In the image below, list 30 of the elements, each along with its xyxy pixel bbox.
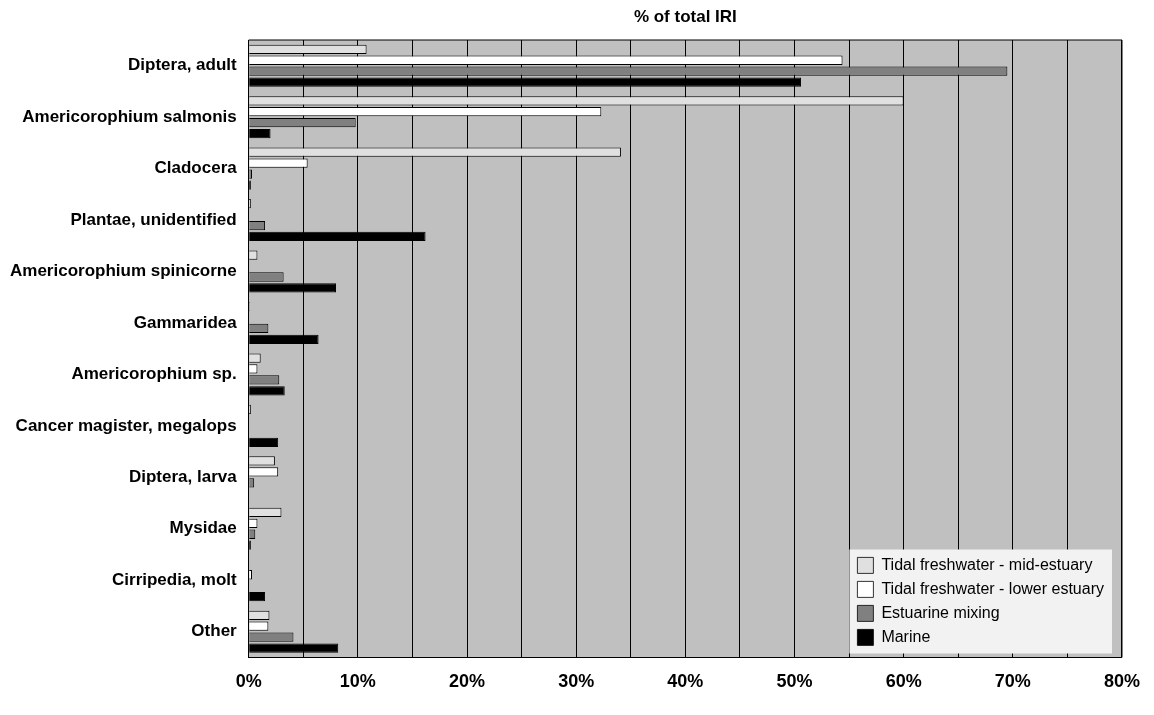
legend-label: Marine [881, 627, 931, 645]
x-tick-label: 50% [776, 671, 813, 692]
x-tick-label: 40% [667, 671, 704, 692]
bar [249, 128, 271, 139]
legend-label: Estuarine mixing [881, 603, 1000, 621]
y-tick-label: Cancer magister, megalops [15, 415, 237, 435]
x-tick-label: 20% [449, 671, 486, 692]
y-tick-label: Diptera, larva [128, 467, 238, 487]
bar [249, 437, 279, 447]
legend-label: Tidal freshwater - lower estuary [881, 579, 1104, 597]
y-tick-label: Americorophium salmonis [22, 106, 237, 126]
x-tick-label: 0% [235, 671, 262, 692]
bar [249, 386, 285, 396]
y-tick-label: Mysidae [169, 518, 237, 538]
y-tick-label: Other [191, 621, 238, 641]
y-tick-label: Americorophium sp. [71, 364, 237, 384]
x-tick-label: 80% [1103, 671, 1140, 692]
y-tick-label: Diptera, adult [128, 55, 238, 75]
x-tick-label: 70% [994, 671, 1031, 692]
y-tick-label: Plantae, unidentified [70, 209, 237, 229]
y-tick-label: Americorophium spinicorne [10, 261, 237, 281]
y-tick-label: Gammaridea [133, 312, 238, 332]
x-tick-label: 30% [558, 671, 595, 692]
y-tick-label: Cladocera [154, 158, 238, 178]
x-axis-title: % of total IRI [633, 7, 737, 27]
y-tick-label: Cirripedia, molt [112, 569, 238, 589]
bar [249, 591, 266, 602]
x-tick-label: 60% [885, 671, 922, 692]
x-tick-label: 10% [339, 671, 376, 692]
legend-label: Tidal freshwater - mid-estuary [881, 555, 1093, 573]
